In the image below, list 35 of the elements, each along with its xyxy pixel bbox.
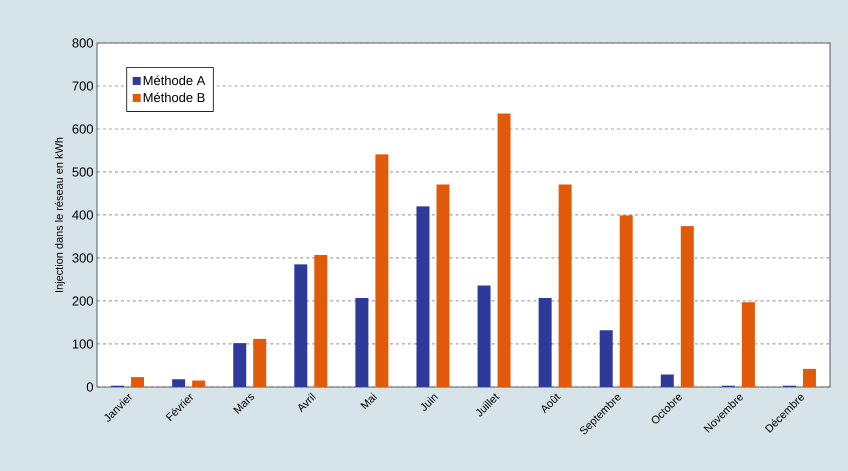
y-tick-label: 400 (72, 210, 93, 220)
y-tick-label: 600 (72, 124, 93, 134)
y-tick-label: 500 (72, 167, 93, 177)
bar (538, 298, 552, 387)
bar (620, 215, 633, 387)
y-tick-label: 0 (86, 382, 93, 392)
y-tick-label: 300 (72, 253, 93, 263)
legend-label: Méthode A (144, 75, 206, 86)
bar (172, 379, 186, 387)
bar (680, 226, 694, 387)
bar (253, 338, 266, 387)
x-tick-label: Mai (360, 392, 377, 410)
y-tick-label: 200 (72, 296, 93, 306)
bar (375, 154, 388, 387)
bar (436, 184, 450, 387)
bar (558, 184, 572, 387)
x-tick-label: Juin (420, 394, 438, 411)
y-tick-label: 800 (72, 38, 93, 48)
bar (478, 286, 491, 387)
bar (233, 343, 246, 387)
bar (131, 377, 144, 387)
bar (498, 114, 511, 387)
bar (355, 298, 368, 387)
bar (802, 368, 816, 387)
y-tick-label: 700 (72, 81, 93, 91)
bar (314, 254, 328, 387)
legend-label: Méthode B (144, 92, 205, 102)
y-axis-title: Injection dans le réseau en kWh (54, 138, 66, 292)
bar (192, 380, 206, 387)
y-tick-label: 100 (72, 339, 93, 349)
bar (600, 330, 613, 387)
bar (742, 302, 755, 387)
bar (294, 264, 308, 387)
bar (660, 374, 674, 387)
bar (416, 206, 430, 387)
